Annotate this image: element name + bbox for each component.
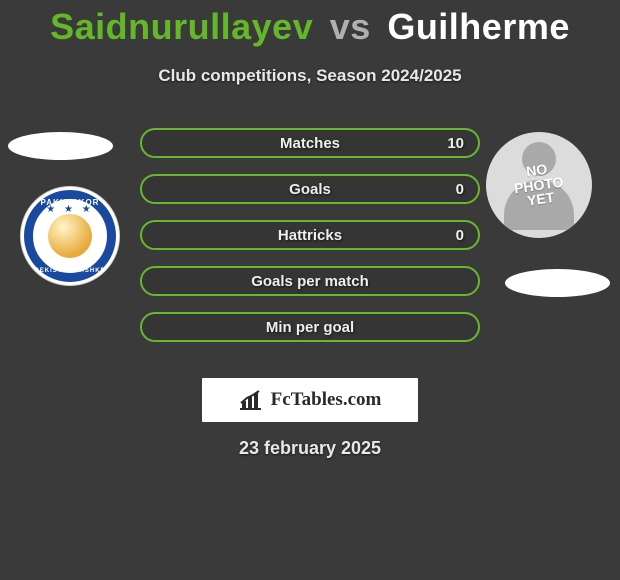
stat-value: 0 (456, 227, 464, 244)
left-ellipse-decor (8, 132, 113, 160)
stat-label: Goals (289, 181, 331, 198)
branding-box[interactable]: FcTables.com (202, 378, 418, 422)
brand-text: FcTables.com (271, 389, 382, 411)
chart-icon (239, 389, 267, 411)
stat-label: Min per goal (266, 319, 354, 336)
vs-text: vs (330, 6, 371, 47)
club-crest: ★ ★ ★ PAKHTAKOR UZBEKISTAN TASHKENT (20, 186, 120, 286)
page-title: Saidnurullayev vs Guilherme (0, 0, 620, 48)
stat-value: 10 (447, 135, 464, 152)
stat-value: 0 (456, 181, 464, 198)
player2-avatar: NO PHOTO YET (486, 132, 592, 238)
right-ellipse-decor (505, 269, 610, 297)
stat-label: Goals per match (251, 273, 369, 290)
crest-ball (48, 214, 92, 258)
player1-name: Saidnurullayev (50, 6, 313, 47)
comparison-stage: ★ ★ ★ PAKHTAKOR UZBEKISTAN TASHKENT NO P… (0, 116, 620, 376)
stat-label: Matches (280, 135, 340, 152)
stat-row-goals: Goals 0 (140, 174, 480, 204)
stat-row-matches: Matches 10 (140, 128, 480, 158)
crest-stars: ★ ★ ★ (46, 204, 93, 215)
no-photo-text: NO PHOTO YET (511, 160, 566, 211)
stat-row-goals-per-match: Goals per match (140, 266, 480, 296)
crest-bottom-text: UZBEKISTAN TASHKENT (21, 268, 119, 274)
snapshot-date: 23 february 2025 (0, 438, 620, 459)
stat-row-min-per-goal: Min per goal (140, 312, 480, 342)
player2-name: Guilherme (387, 6, 570, 47)
stat-bars: Matches 10 Goals 0 Hattricks 0 Goals per… (140, 128, 480, 358)
stat-label: Hattricks (278, 227, 342, 244)
competition-subtitle: Club competitions, Season 2024/2025 (0, 66, 620, 86)
stat-row-hattricks: Hattricks 0 (140, 220, 480, 250)
